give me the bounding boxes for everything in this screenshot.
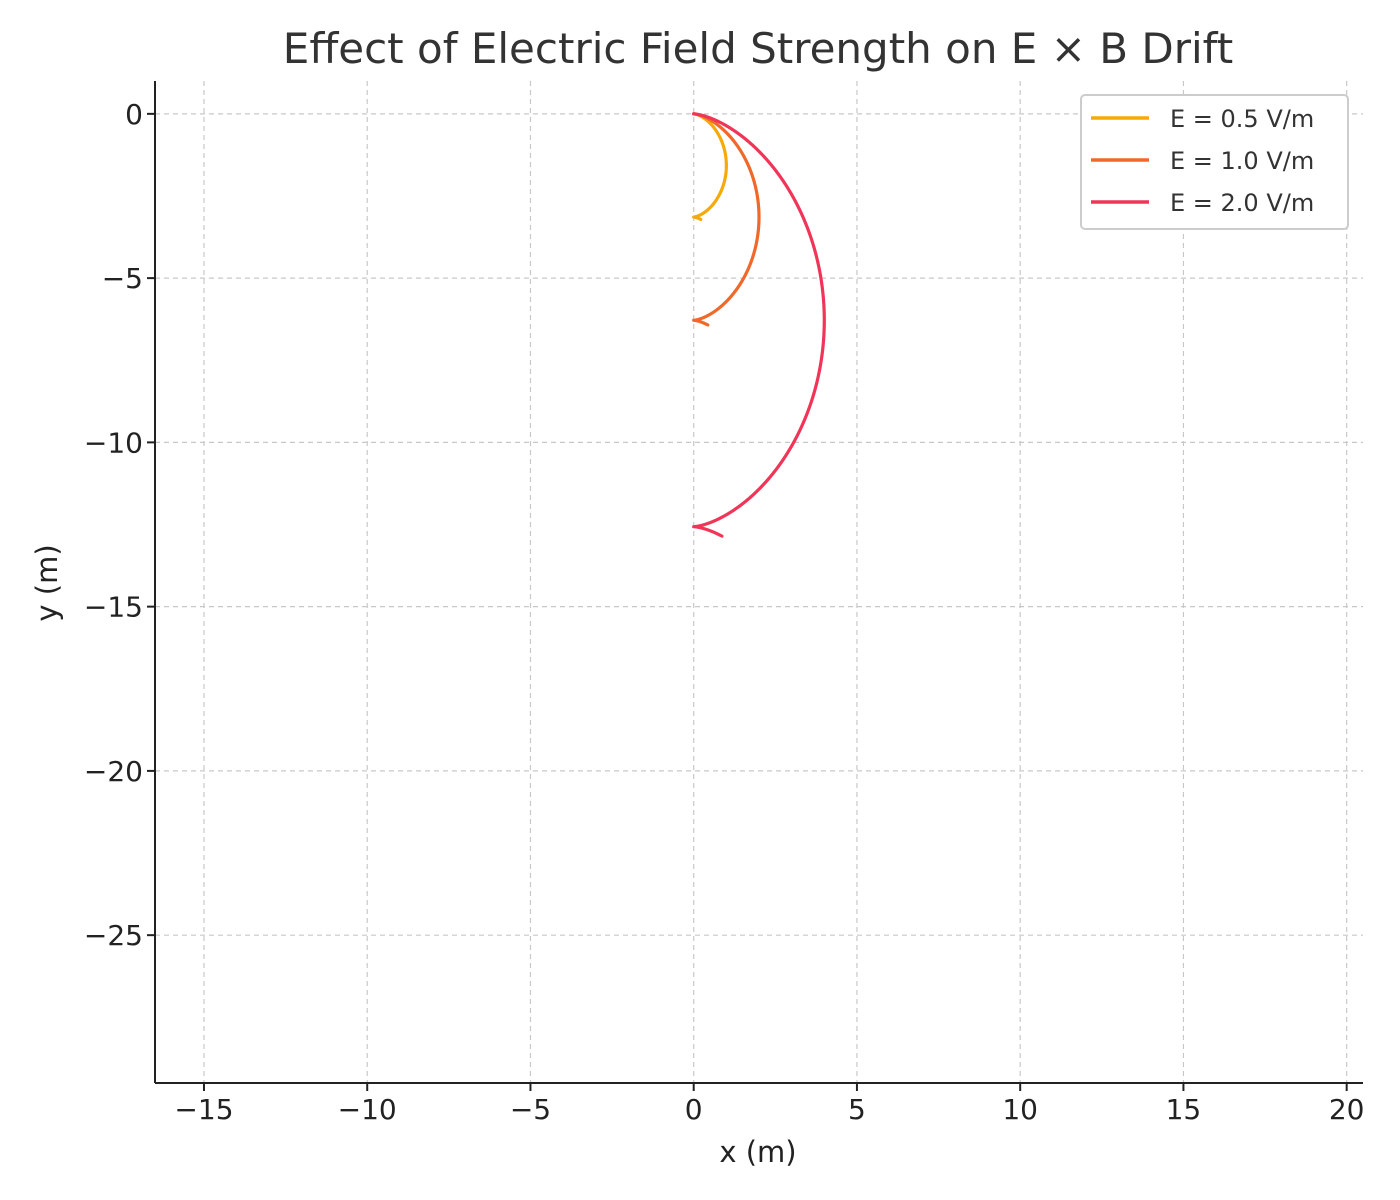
legend-label: E = 1.0 V/m [1170, 147, 1314, 175]
x-tick-label: 10 [1002, 1093, 1038, 1126]
y-tick-label: 0 [125, 98, 143, 131]
x-tick-label: −5 [510, 1093, 551, 1126]
x-tick-label: 20 [1329, 1093, 1365, 1126]
y-ticks: 0 −5 −10 −15 −20 −25 [84, 98, 155, 952]
y-tick-label: −20 [84, 755, 143, 788]
y-tick-label: −10 [84, 426, 143, 459]
y-tick-label: −15 [84, 591, 143, 624]
y-tick-label: −5 [102, 262, 143, 295]
legend: E = 0.5 V/m E = 1.0 V/m E = 2.0 V/m [1080, 94, 1349, 230]
chart-title: Effect of Electric Field Strength on E ×… [283, 24, 1233, 73]
x-tick-label: −15 [174, 1093, 233, 1126]
series-line-3 [692, 112, 826, 538]
x-tick-label: 15 [1166, 1093, 1202, 1126]
legend-box [1080, 94, 1349, 230]
x-tick-label: −10 [338, 1093, 397, 1126]
x-axis-label: x (m) [719, 1135, 796, 1169]
x-tick-label: 5 [848, 1093, 866, 1126]
x-ticks: −15 −10 −5 0 5 10 15 20 [174, 1083, 1364, 1126]
x-tick-label: 0 [685, 1093, 703, 1126]
series-layer [692, 112, 826, 538]
legend-label: E = 0.5 V/m [1170, 105, 1314, 133]
y-axis-label: y (m) [30, 544, 64, 621]
y-tick-label: −25 [84, 919, 143, 952]
grid [155, 81, 1363, 1083]
series-line-2 [692, 112, 761, 327]
legend-label: E = 2.0 V/m [1170, 189, 1314, 217]
